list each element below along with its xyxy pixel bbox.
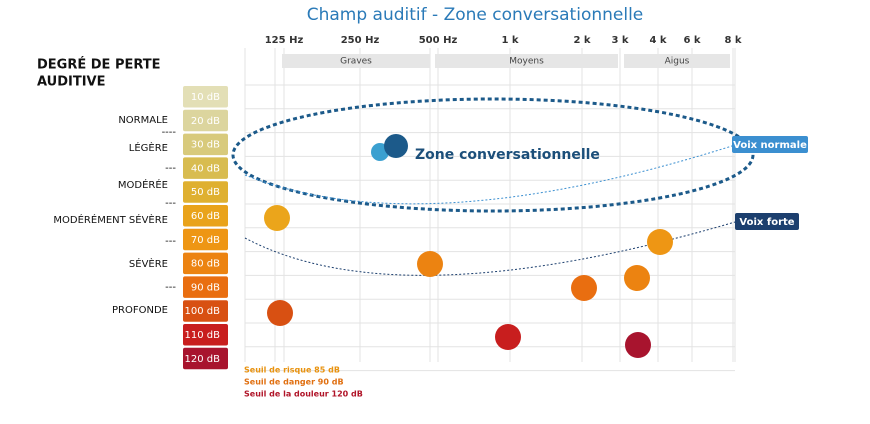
zone-label: Zone conversationnelle [415, 147, 600, 163]
level-box [183, 276, 228, 298]
level-label: 60 dB [191, 211, 220, 222]
frequency-label: 2 k [573, 35, 590, 46]
level-label: 30 dB [191, 140, 220, 151]
level-box [183, 300, 228, 322]
threshold-label: Seuil de la douleur 120 dB [244, 390, 363, 399]
level-label: 110 dB [185, 330, 221, 341]
frequency-label: 250 Hz [341, 35, 380, 46]
chart-title: Champ auditif - Zone conversationnelle [307, 5, 644, 25]
frequency-label: 1 k [501, 35, 518, 46]
zone-ellipse [231, 97, 755, 213]
voice-tag [732, 136, 808, 153]
degree-label: PROFONDE [112, 305, 168, 316]
level-label: 80 dB [191, 259, 220, 270]
separator: --- [165, 236, 176, 247]
level-box [183, 324, 228, 346]
grid [244, 48, 736, 372]
heading: DEGRÉ DE PERTE [37, 57, 161, 73]
band-label: Moyens [509, 57, 544, 67]
level-box [183, 109, 228, 132]
level-box [183, 133, 228, 156]
degree-label: MODÉRÉMENT SÉVÈRE [53, 213, 168, 226]
voice-tag [735, 213, 799, 230]
level-box [183, 157, 228, 179]
zone-icon [371, 134, 408, 161]
level-label: 120 dB [185, 354, 221, 365]
band-box [624, 54, 730, 68]
heading: AUDITIVE [37, 75, 106, 90]
level-box [183, 181, 228, 203]
degree-label: MODÉRÉE [118, 178, 168, 191]
level-label: 40 dB [191, 163, 220, 174]
level-box [183, 252, 228, 275]
sound-icons [264, 205, 673, 358]
degree-label: LÉGÈRE [129, 141, 168, 154]
frequency-label: 6 k [683, 35, 700, 46]
level-label: 70 dB [191, 235, 220, 246]
level-label: 50 dB [191, 187, 220, 198]
band-label: Graves [340, 57, 372, 67]
degree-label: SÉVÈRE [129, 257, 168, 270]
scale: 10 dB 20 dB 30 dB 40 dB 50 dB 60 dB 70 dB 80 dB… [53, 86, 228, 370]
threshold-label: Seuil de danger 90 dB [244, 378, 344, 387]
band-box [282, 54, 430, 68]
frequency-label: 3 k [611, 35, 628, 46]
frequency-label: 4 k [649, 35, 666, 46]
separator: --- [165, 282, 176, 293]
level-label: 10 dB [191, 92, 220, 103]
frequency-label: 500 Hz [419, 35, 458, 46]
separator: ---- [162, 127, 177, 138]
degree-label: NORMALE [118, 115, 168, 126]
frequency-label: 8 k [724, 35, 741, 46]
threshold-label: Seuil de risque 85 dB [244, 366, 340, 375]
separator: --- [165, 198, 176, 209]
voice-label: Voix forte [739, 217, 794, 228]
voice-label: Voix normale [733, 140, 807, 151]
level-box [183, 205, 228, 227]
separator: --- [165, 163, 176, 174]
frequency-label: 125 Hz [265, 35, 304, 46]
level-box [183, 347, 228, 370]
level-box [183, 86, 228, 108]
band-label: Aigus [665, 57, 690, 67]
normal-voice-curve [244, 144, 736, 205]
level-label: 20 dB [191, 116, 220, 127]
band-box [435, 54, 618, 68]
loud-voice-curve [244, 221, 736, 276]
level-label: 90 dB [191, 282, 220, 293]
level-box [183, 228, 228, 251]
level-label: 100 dB [185, 306, 221, 317]
